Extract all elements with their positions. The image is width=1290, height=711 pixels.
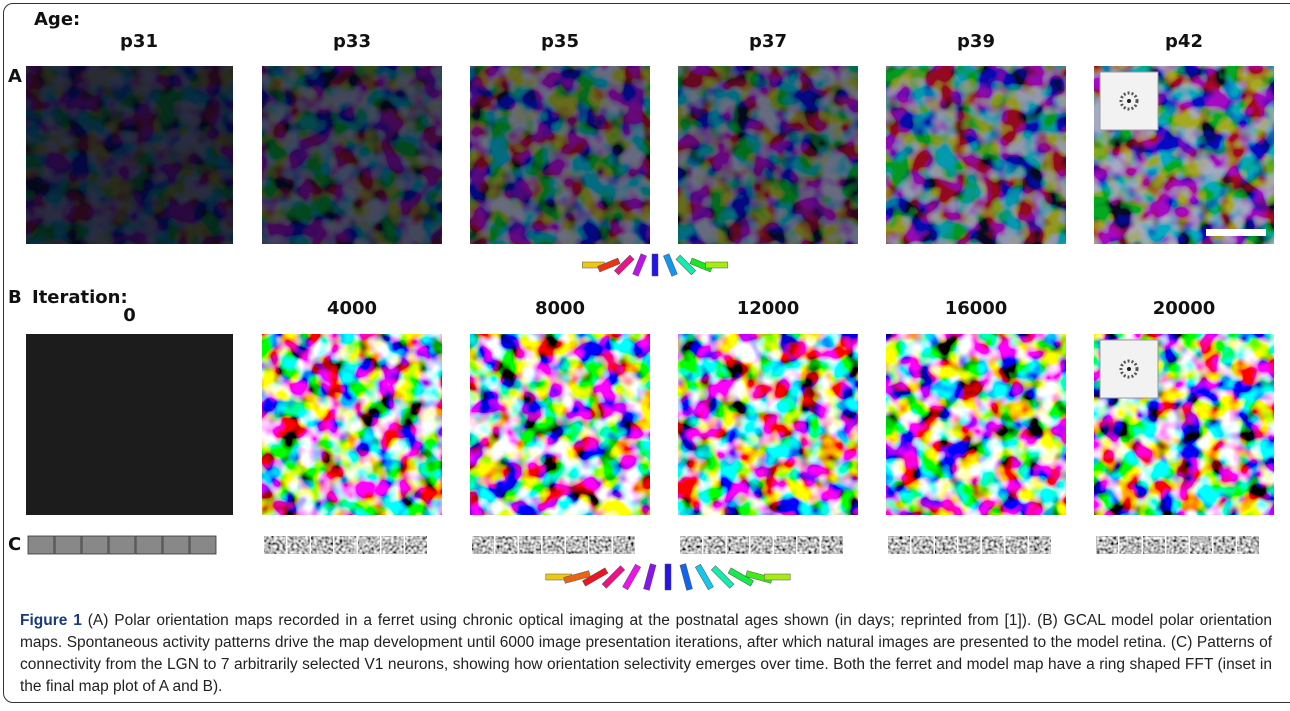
orientation-key bbox=[665, 564, 671, 590]
connection-field bbox=[1096, 536, 1118, 554]
model-map bbox=[886, 334, 1066, 515]
connection-field bbox=[1167, 536, 1189, 554]
connection-field bbox=[888, 536, 910, 554]
iteration-label: 20000 bbox=[1153, 298, 1216, 319]
connection-field bbox=[109, 536, 135, 554]
connection-field bbox=[727, 536, 749, 554]
page: A B C Age: Iteration: p31 0 p33 4000 p35 8000… bbox=[0, 0, 1290, 711]
map-shade bbox=[678, 66, 858, 244]
orientation-key bbox=[706, 262, 728, 268]
iteration-label: 12000 bbox=[737, 298, 800, 319]
connection-field bbox=[472, 536, 494, 554]
connection-field bbox=[1006, 536, 1028, 554]
connection-field bbox=[912, 536, 934, 554]
connection-field bbox=[382, 536, 404, 554]
connection-field bbox=[288, 536, 310, 554]
figure: A B C Age: Iteration: p31 0 p33 4000 p35 8000… bbox=[0, 0, 1290, 605]
connection-field bbox=[1120, 536, 1142, 554]
orientation-key bbox=[633, 254, 647, 277]
iteration-label: 16000 bbox=[945, 298, 1008, 319]
connection-field bbox=[163, 536, 189, 554]
caption: Figure 1 (A) Polar orientation maps reco… bbox=[20, 610, 1272, 698]
connection-field bbox=[935, 536, 957, 554]
orientation-key bbox=[644, 564, 657, 591]
age-label: p39 bbox=[957, 31, 995, 52]
connection-field bbox=[959, 536, 981, 554]
map-shade bbox=[470, 66, 650, 244]
panel-label: B bbox=[8, 287, 22, 308]
age-label: p37 bbox=[749, 31, 787, 52]
connection-field bbox=[982, 536, 1004, 554]
orientation-key bbox=[680, 564, 693, 591]
connection-field bbox=[613, 536, 635, 554]
caption-text: (A) Polar orientation maps recorded in a… bbox=[20, 612, 1272, 695]
connection-field bbox=[335, 536, 357, 554]
connection-field bbox=[590, 536, 612, 554]
connection-field bbox=[704, 536, 726, 554]
fft-center bbox=[1127, 99, 1131, 103]
connection-field bbox=[82, 536, 108, 554]
connection-field bbox=[680, 536, 702, 554]
connection-field bbox=[496, 536, 518, 554]
age-label: p42 bbox=[1165, 31, 1203, 52]
map-shade bbox=[26, 66, 233, 244]
caption-label: Figure 1 bbox=[20, 612, 82, 629]
connection-field bbox=[1214, 536, 1236, 554]
model-map bbox=[26, 334, 233, 515]
age-label: p33 bbox=[333, 31, 371, 52]
iteration-label: 0 bbox=[123, 305, 136, 326]
map-shade bbox=[886, 66, 1066, 244]
connection-field bbox=[1237, 536, 1259, 554]
age-label: p35 bbox=[541, 31, 579, 52]
age-label: p31 bbox=[120, 31, 158, 52]
orientation-key bbox=[652, 254, 658, 276]
model-map bbox=[262, 334, 442, 515]
fft-center bbox=[1127, 367, 1131, 371]
scale-bar bbox=[1206, 229, 1266, 236]
connection-field bbox=[774, 536, 796, 554]
iteration-label: 8000 bbox=[535, 298, 585, 319]
connection-field bbox=[405, 536, 427, 554]
connection-field bbox=[55, 536, 81, 554]
connection-field bbox=[821, 536, 843, 554]
panel-label: A bbox=[8, 66, 22, 87]
connection-field bbox=[543, 536, 565, 554]
connection-field bbox=[358, 536, 380, 554]
connection-field bbox=[1143, 536, 1165, 554]
connection-field bbox=[264, 536, 286, 554]
connection-field bbox=[1190, 536, 1212, 554]
panel-label: C bbox=[8, 534, 21, 555]
orientation-key bbox=[764, 574, 790, 580]
connection-field bbox=[798, 536, 820, 554]
row-heading: Age: bbox=[34, 9, 80, 30]
map-shade bbox=[262, 66, 442, 244]
iteration-label: 4000 bbox=[327, 298, 377, 319]
connection-field bbox=[311, 536, 333, 554]
connection-field bbox=[190, 536, 216, 554]
connection-field bbox=[519, 536, 541, 554]
orientation-key bbox=[623, 564, 641, 590]
orientation-key bbox=[663, 254, 677, 277]
connection-field bbox=[136, 536, 162, 554]
connection-field bbox=[1029, 536, 1051, 554]
row-heading: Iteration: bbox=[32, 287, 128, 308]
connection-field bbox=[28, 536, 54, 554]
connection-field bbox=[751, 536, 773, 554]
model-map bbox=[678, 334, 858, 515]
orientation-key bbox=[695, 564, 713, 590]
connection-field bbox=[566, 536, 588, 554]
model-map bbox=[470, 334, 650, 515]
